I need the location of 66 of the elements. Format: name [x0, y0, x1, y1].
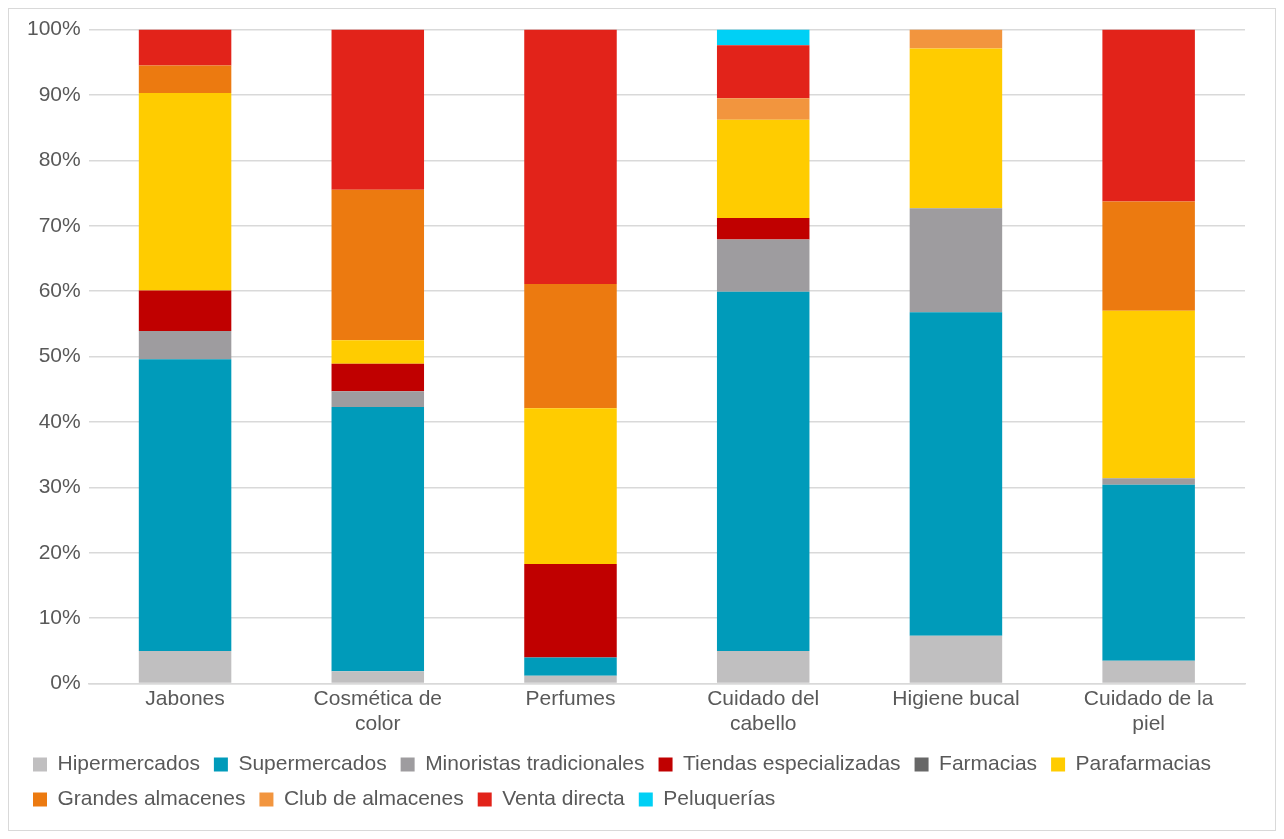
bar — [909, 48, 1003, 209]
bar — [138, 29, 232, 66]
bar — [716, 45, 810, 99]
bar — [331, 189, 425, 341]
bar — [524, 408, 617, 564]
bar — [1102, 310, 1195, 479]
bar — [331, 406, 425, 672]
y-tick-label: 0% — [50, 670, 81, 694]
bar — [138, 359, 232, 651]
bar — [138, 65, 232, 94]
bar — [138, 650, 232, 683]
bar — [524, 675, 617, 683]
bar — [716, 98, 810, 120]
x-tick-label: Cuidado del cabello — [707, 686, 820, 735]
bar — [524, 29, 617, 285]
bar — [1102, 201, 1195, 311]
legend-label: Parafarmacias — [1075, 751, 1211, 775]
bar — [331, 29, 425, 190]
bar — [331, 363, 425, 392]
x-tick-label: Cuidado de la piel — [1083, 686, 1214, 735]
bar — [524, 657, 617, 676]
legend-label: Hipermercados — [57, 751, 200, 775]
bar — [716, 239, 810, 292]
bar — [716, 650, 810, 683]
bar — [524, 284, 617, 409]
y-tick-label: 90% — [38, 81, 81, 105]
legend-label: Tiendas especializadas — [683, 751, 901, 775]
x-tick-label: Perfumes — [525, 686, 616, 709]
legend-label: Peluquerías — [663, 786, 776, 810]
bar — [716, 217, 810, 240]
bar — [1102, 660, 1195, 683]
y-tick-label: 60% — [38, 278, 81, 301]
bar — [331, 671, 425, 683]
bar — [138, 93, 232, 291]
bar — [331, 391, 425, 407]
legend-label: Grandes almacenes — [57, 786, 246, 810]
y-tick-label: 20% — [38, 539, 81, 563]
legend-label: Supermercados — [238, 751, 387, 775]
x-tick-label: Jabones — [145, 686, 225, 709]
y-tick-label: 70% — [38, 212, 81, 236]
x-tick-label: Cosmética de color — [313, 686, 442, 735]
legend-label: Club de almacenes — [283, 786, 464, 810]
y-tick-label: 10% — [38, 605, 81, 628]
bar — [716, 119, 810, 218]
legend-label: Venta directa — [502, 786, 626, 810]
bar — [716, 29, 810, 46]
legend-label: Minoristas tradicionales — [425, 751, 645, 775]
bar — [1102, 484, 1195, 661]
y-tick-label: 100% — [26, 16, 81, 40]
x-tick-label: Higiene bucal — [892, 686, 1020, 709]
bar — [331, 340, 425, 364]
y-tick-label: 50% — [38, 343, 81, 367]
bar — [1102, 478, 1195, 485]
bar — [909, 635, 1003, 683]
bar — [909, 29, 1003, 49]
y-tick-label: 40% — [38, 408, 81, 432]
y-tick-label: 80% — [38, 147, 81, 171]
bar — [138, 331, 232, 360]
bar — [1102, 29, 1195, 202]
bar — [138, 290, 232, 332]
bar — [716, 291, 810, 651]
bar — [909, 208, 1003, 313]
bar — [524, 563, 617, 658]
legend-label: Farmacias — [939, 751, 1038, 775]
bar — [909, 312, 1003, 636]
y-tick-label: 30% — [38, 474, 81, 498]
